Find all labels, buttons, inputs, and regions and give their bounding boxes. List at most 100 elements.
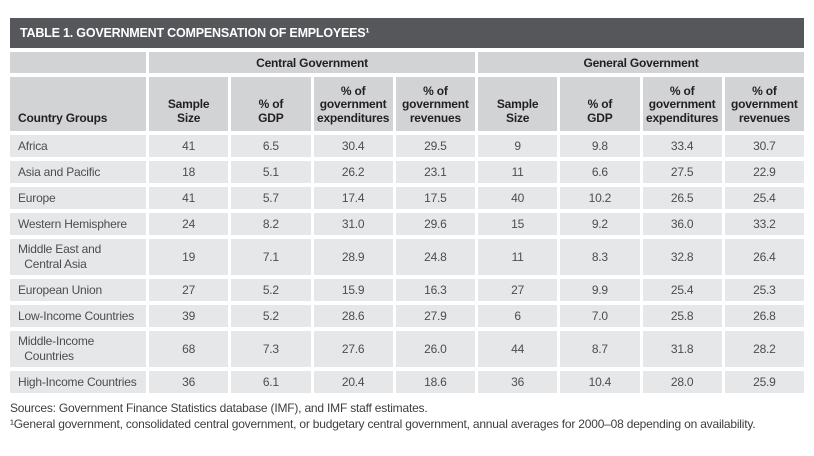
row-label: Asia and Pacific — [10, 161, 146, 183]
cell-value: 8.7 — [560, 331, 640, 367]
cell-value: 26.5 — [642, 187, 722, 209]
cell-value: 25.4 — [642, 279, 722, 301]
cell-value: 18 — [149, 161, 229, 183]
cell-value: 30.4 — [313, 135, 393, 157]
sources-note: Sources: Government Finance Statistics d… — [10, 401, 428, 415]
column-header-general-sample-size: Sample Size — [478, 77, 558, 131]
cell-value: 10.4 — [560, 371, 640, 393]
row-label: High-Income Countries — [10, 371, 146, 393]
cell-value: 25.9 — [724, 371, 804, 393]
cell-value: 31.8 — [642, 331, 722, 367]
cell-value: 9.9 — [560, 279, 640, 301]
cell-value: 36 — [149, 371, 229, 393]
cell-value: 33.4 — [642, 135, 722, 157]
cell-value: 27 — [478, 279, 558, 301]
cell-value: 15 — [478, 213, 558, 235]
cell-value: 6 — [478, 305, 558, 327]
table-title: TABLE 1. GOVERNMENT COMPENSATION OF EMPL… — [20, 26, 370, 40]
row-label: Middle-Income Countries — [10, 331, 146, 367]
cell-value: 28.6 — [313, 305, 393, 327]
cell-value: 28.9 — [313, 239, 393, 275]
column-header-general-pct-gdp: % of GDP — [560, 77, 640, 131]
cell-value: 26.2 — [313, 161, 393, 183]
cell-value: 44 — [478, 331, 558, 367]
cell-value: 7.3 — [231, 331, 311, 367]
cell-value: 6.5 — [231, 135, 311, 157]
cell-value: 7.0 — [560, 305, 640, 327]
cell-value: 31.0 — [313, 213, 393, 235]
cell-value: 18.6 — [395, 371, 475, 393]
cell-value: 8.2 — [231, 213, 311, 235]
cell-value: 11 — [478, 239, 558, 275]
cell-value: 41 — [149, 187, 229, 209]
cell-value: 28.0 — [642, 371, 722, 393]
column-header-central-pct-gdp: % of GDP — [231, 77, 311, 131]
cell-value: 30.7 — [724, 135, 804, 157]
cell-value: 9.8 — [560, 135, 640, 157]
cell-value: 6.6 — [560, 161, 640, 183]
column-header-central-pct-expenditures: % of government expenditures — [313, 77, 393, 131]
cell-value: 7.1 — [231, 239, 311, 275]
group-header-general-government: General Government — [478, 52, 804, 73]
cell-value: 16.3 — [395, 279, 475, 301]
cell-value: 29.5 — [395, 135, 475, 157]
cell-value: 68 — [149, 331, 229, 367]
cell-value: 15.9 — [313, 279, 393, 301]
cell-value: 40 — [478, 187, 558, 209]
cell-value: 27.5 — [642, 161, 722, 183]
cell-value: 5.1 — [231, 161, 311, 183]
row-label: Low-Income Countries — [10, 305, 146, 327]
cell-value: 32.8 — [642, 239, 722, 275]
cell-value: 27.6 — [313, 331, 393, 367]
cell-value: 24.8 — [395, 239, 475, 275]
cell-value: 17.4 — [313, 187, 393, 209]
column-header-central-sample-size: Sample Size — [149, 77, 229, 131]
cell-value: 10.2 — [560, 187, 640, 209]
cell-value: 23.1 — [395, 161, 475, 183]
cell-value: 9.2 — [560, 213, 640, 235]
cell-value: 27.9 — [395, 305, 475, 327]
cell-value: 24 — [149, 213, 229, 235]
cell-value: 27 — [149, 279, 229, 301]
row-label: Western Hemisphere — [10, 213, 146, 235]
group-header-central-government: Central Government — [149, 52, 475, 73]
footnote: ¹General government, consolidated centra… — [10, 416, 756, 431]
cell-value: 6.1 — [231, 371, 311, 393]
cell-value: 29.6 — [395, 213, 475, 235]
row-label: Europe — [10, 187, 146, 209]
cell-value: 25.4 — [724, 187, 804, 209]
cell-value: 5.7 — [231, 187, 311, 209]
data-table: Central Government General Government Co… — [10, 52, 804, 393]
cell-value: 26.8 — [724, 305, 804, 327]
cell-value: 5.2 — [231, 305, 311, 327]
cell-value: 26.0 — [395, 331, 475, 367]
cell-value: 17.5 — [395, 187, 475, 209]
cell-value: 9 — [478, 135, 558, 157]
row-label: Africa — [10, 135, 146, 157]
table-container: TABLE 1. GOVERNMENT COMPENSATION OF EMPL… — [10, 18, 804, 432]
cell-value: 20.4 — [313, 371, 393, 393]
cell-value: 36 — [478, 371, 558, 393]
column-header-general-pct-revenues: % of government revenues — [724, 77, 804, 131]
cell-value: 19 — [149, 239, 229, 275]
cell-value: 22.9 — [724, 161, 804, 183]
cell-value: 33.2 — [724, 213, 804, 235]
column-header-central-pct-revenues: % of government revenues — [395, 77, 475, 131]
table-title-bar: TABLE 1. GOVERNMENT COMPENSATION OF EMPL… — [10, 18, 804, 48]
cell-value: 26.4 — [724, 239, 804, 275]
table-footer: Sources: Government Finance Statistics d… — [10, 401, 804, 432]
column-header-general-pct-expenditures: % of government expenditures — [642, 77, 722, 131]
cell-value: 28.2 — [724, 331, 804, 367]
cell-value: 25.8 — [642, 305, 722, 327]
cell-value: 25.3 — [724, 279, 804, 301]
column-header-country-groups: Country Groups — [10, 77, 146, 131]
corner-cell — [10, 52, 146, 73]
cell-value: 39 — [149, 305, 229, 327]
cell-value: 5.2 — [231, 279, 311, 301]
row-label: Middle East and Central Asia — [10, 239, 146, 275]
row-label: European Union — [10, 279, 146, 301]
cell-value: 8.3 — [560, 239, 640, 275]
cell-value: 41 — [149, 135, 229, 157]
cell-value: 36.0 — [642, 213, 722, 235]
cell-value: 11 — [478, 161, 558, 183]
